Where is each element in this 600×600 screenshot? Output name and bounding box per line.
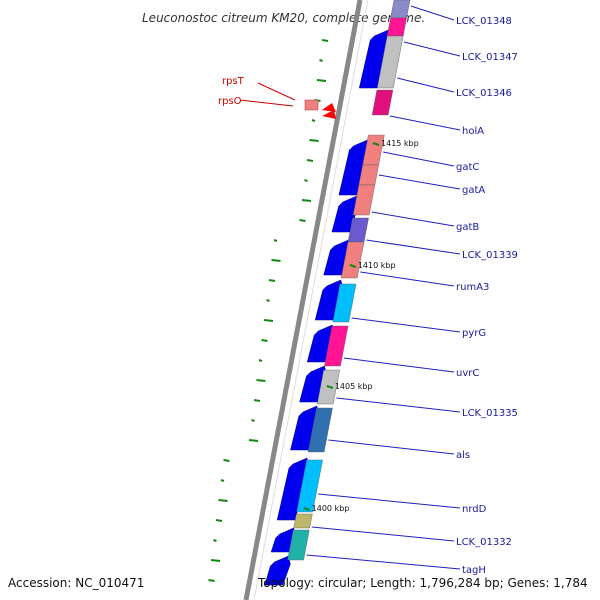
gene-label: LCK_01347 (462, 52, 518, 63)
gene-label-line (410, 5, 455, 21)
gene-label-line (397, 77, 455, 93)
topology-text: Topology: circular; Length: 1,796,284 bp… (258, 576, 588, 590)
gc-skew-dash (256, 379, 266, 382)
gene-label-line (306, 554, 461, 570)
gene-block (377, 35, 404, 89)
gene-label-line (360, 271, 455, 287)
gc-skew-dash (248, 439, 259, 442)
gene-label: gatB (456, 222, 479, 233)
gene-label: LCK_01335 (462, 408, 518, 419)
gc-skew-dash (268, 279, 276, 282)
gene-block (386, 17, 407, 37)
gc-skew-dash (321, 39, 329, 42)
tick-label: 1400 kbp (312, 504, 350, 513)
gc-skew-dash (304, 179, 308, 182)
gene-block (340, 241, 365, 279)
gc-skew-dash (319, 59, 323, 62)
gene-block (296, 459, 323, 513)
gene-label-line (389, 115, 461, 131)
gene-label-line (403, 41, 461, 57)
gc-skew-dash (271, 259, 281, 262)
left-label-line (239, 99, 294, 107)
gene-label: gatC (456, 162, 479, 173)
gc-skew-dash (210, 559, 221, 562)
gene-tracks (264, 0, 411, 586)
gc-skew-dash (263, 319, 274, 322)
gc-skew-dash (253, 399, 261, 402)
gc-skew-dash (299, 219, 306, 222)
gene-block (307, 407, 333, 453)
gene-block (293, 513, 313, 529)
gene-block (332, 283, 357, 323)
gene-block (371, 89, 394, 116)
gene-label: tagH (462, 565, 486, 576)
gc-skew-dash (309, 139, 319, 142)
gene-label: LCK_01332 (456, 537, 512, 548)
map-title: Leuconostoc citreum KM20, complete genom… (142, 11, 425, 25)
tick-mark (303, 507, 310, 511)
gene-label-line (351, 317, 461, 333)
gene-label-line (343, 357, 455, 373)
gene-label: LCK_01346 (456, 88, 512, 99)
gene-label-line (366, 239, 461, 255)
gc-skew-dash (261, 339, 268, 342)
gene-label-line (318, 493, 461, 509)
gc-skew-dash (223, 459, 230, 462)
gene-label-line (336, 397, 461, 413)
gene-label: uvrC (456, 368, 479, 379)
gc-skew-dash (215, 519, 223, 522)
gene-label: pyrG (462, 328, 486, 339)
gene-label: gatA (462, 185, 485, 196)
tick-label: 1415 kbp (381, 139, 419, 148)
gene-label: rumA3 (456, 282, 489, 293)
gene-label: als (456, 450, 470, 461)
gene-label-line (383, 151, 455, 167)
gene-label-line (328, 439, 455, 455)
tick-label: 1410 kbp (358, 261, 396, 270)
gc-skew-dash (251, 419, 255, 422)
tick-mark (372, 142, 380, 146)
gc-skew-dash (306, 159, 314, 162)
tick-mark (349, 264, 357, 268)
gc-skew-dash (208, 579, 215, 582)
gc-skew-dash (311, 119, 316, 122)
left-label-line (257, 82, 296, 101)
backbone-edge (253, 0, 369, 600)
gc-skew-dash (213, 539, 217, 542)
rpsO-arrow-2 (322, 110, 336, 119)
left-gene-label: rpsT (222, 76, 245, 87)
gene-block (390, 0, 411, 19)
gene-labels: LCK_01348 LCK_01347 LCK_01346 holA gatC gatA g… (218, 5, 518, 576)
gene-label: holA (462, 126, 484, 137)
gene-label-line (311, 526, 455, 542)
tick-label: 1405 kbp (335, 382, 373, 391)
backbone-line (243, 0, 363, 600)
gene-label: LCK_01348 (456, 16, 512, 27)
gc-skew-dash (266, 299, 270, 302)
gene-label: nrdD (462, 504, 487, 515)
gc-skew-dash (301, 199, 312, 202)
rpsT-block (304, 99, 319, 111)
accession-text: Accession: NC_010471 (8, 576, 145, 590)
left-gene-label: rpsO (218, 96, 242, 107)
gc-skew-dash (258, 359, 263, 362)
gene-block (287, 529, 310, 561)
gc-skew-dash (218, 499, 228, 502)
gene-block (352, 184, 376, 216)
rpsO-arrow (322, 103, 336, 112)
gc-skew-track (208, 39, 329, 582)
gene-label-line (378, 174, 461, 190)
gc-skew-dash (316, 79, 327, 82)
gene-label-line (371, 211, 455, 227)
gc-skew-dash (220, 479, 225, 482)
gene-label: LCK_01339 (462, 250, 518, 261)
gene-block (324, 325, 349, 367)
backbone-track (243, 0, 369, 600)
gc-skew-dash (273, 239, 278, 242)
tick-mark (326, 385, 334, 389)
